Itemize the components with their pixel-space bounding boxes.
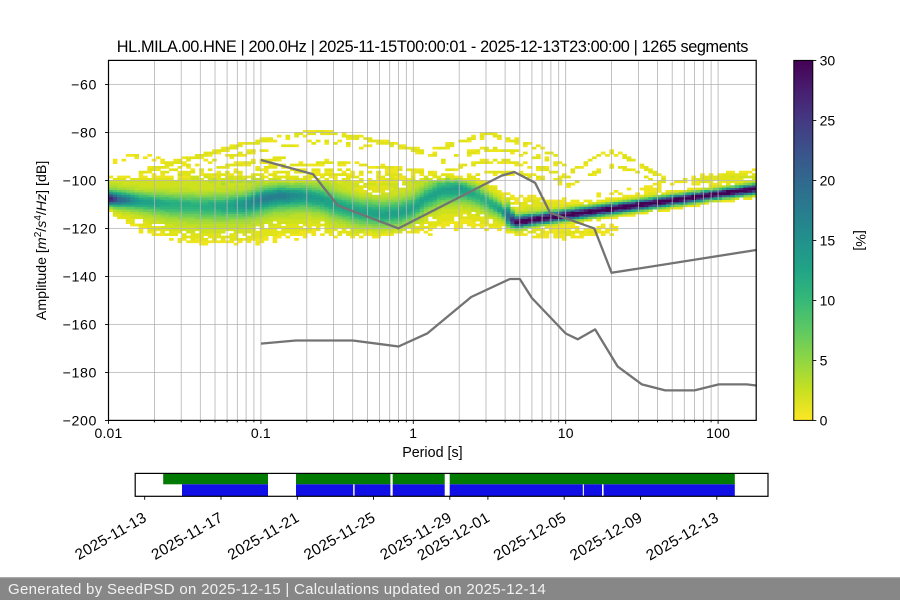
svg-text:10: 10 bbox=[820, 292, 836, 308]
svg-text:Amplitude [m2/s4/Hz] [dB]: Amplitude [m2/s4/Hz] [dB] bbox=[33, 161, 50, 320]
svg-text:20: 20 bbox=[820, 172, 836, 188]
svg-text:−180: −180 bbox=[63, 365, 97, 381]
svg-text:−200: −200 bbox=[63, 413, 97, 429]
svg-text:2025-12-13: 2025-12-13 bbox=[643, 509, 721, 564]
svg-text:Generated by SeedPSD on 2025-1: Generated by SeedPSD on 2025-12-15 | Cal… bbox=[8, 581, 546, 598]
svg-text:−140: −140 bbox=[63, 269, 97, 285]
svg-text:0: 0 bbox=[820, 412, 828, 428]
svg-text:1: 1 bbox=[409, 425, 417, 441]
svg-text:2025-11-25: 2025-11-25 bbox=[301, 509, 378, 564]
svg-text:2025-12-05: 2025-12-05 bbox=[491, 509, 569, 564]
svg-text:2025-11-13: 2025-11-13 bbox=[72, 509, 149, 564]
svg-text:15: 15 bbox=[820, 232, 836, 248]
svg-text:0.1: 0.1 bbox=[251, 425, 271, 441]
svg-text:10: 10 bbox=[558, 425, 574, 441]
svg-text:2025-11-21: 2025-11-21 bbox=[225, 509, 302, 564]
svg-text:−120: −120 bbox=[63, 221, 97, 237]
svg-text:−60: −60 bbox=[71, 77, 97, 93]
svg-text:2025-12-09: 2025-12-09 bbox=[567, 509, 645, 564]
svg-text:0.01: 0.01 bbox=[94, 425, 122, 441]
svg-text:−100: −100 bbox=[63, 173, 97, 189]
svg-text:−160: −160 bbox=[63, 317, 97, 333]
svg-text:HL.MILA.00.HNE | 200.0Hz | 202: HL.MILA.00.HNE | 200.0Hz | 2025-11-15T00… bbox=[117, 38, 748, 56]
svg-text:30: 30 bbox=[820, 52, 836, 68]
svg-text:Period [s]: Period [s] bbox=[402, 445, 462, 461]
svg-text:−80: −80 bbox=[71, 125, 97, 141]
svg-text:[%]: [%] bbox=[852, 230, 868, 251]
svg-text:5: 5 bbox=[820, 352, 828, 368]
svg-text:100: 100 bbox=[706, 425, 730, 441]
svg-text:25: 25 bbox=[820, 112, 836, 128]
svg-text:2025-11-17: 2025-11-17 bbox=[149, 509, 226, 564]
